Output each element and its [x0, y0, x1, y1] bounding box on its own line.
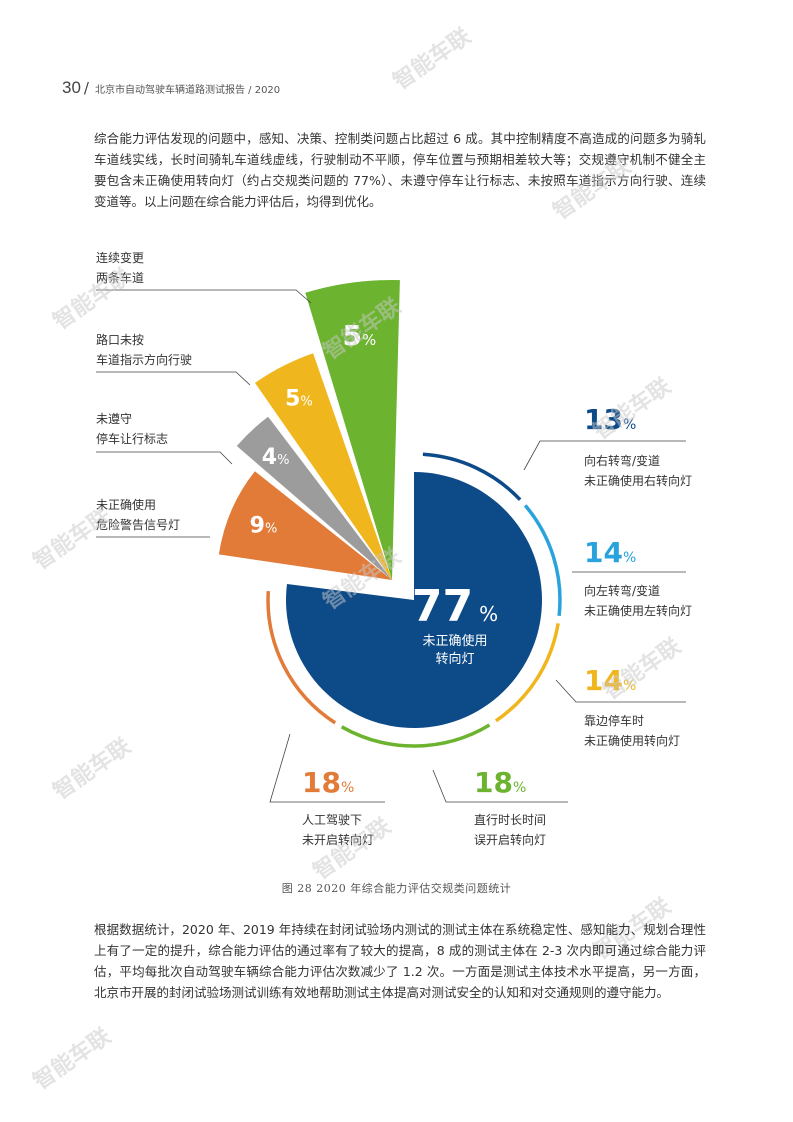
label-left-turn-2: 未正确使用左转向灯 [584, 603, 692, 618]
main-slice-label-2: 转向灯 [435, 651, 474, 667]
slice-number-hazard-light: 9 [250, 513, 265, 538]
label-straight-driving-1: 直行时长时间 [474, 813, 546, 827]
label-stop-yield-2: 停车让行标志 [96, 431, 168, 446]
breakdown-value-pull-over: 14% [584, 664, 636, 697]
ring-arc-pull-over [494, 623, 560, 723]
ring-arc-straight-driving [340, 723, 491, 748]
leader-line-lane-direction [96, 371, 251, 386]
slice-unit-lane-direction: % [300, 394, 312, 409]
main-slice-unit: % [479, 602, 498, 626]
breakdown-value-straight-driving: 18% [474, 766, 526, 799]
breakdown-number-manual-driving: 18 [302, 766, 341, 799]
summary-paragraph: 根据数据统计，2020 年、2019 年持续在封闭试验场内测试的测试主体在系统稳… [94, 922, 706, 1000]
header-separator: / [83, 79, 89, 97]
slice-unit-consecutive-lane-change: % [362, 331, 376, 349]
page-number: 30 [62, 78, 81, 97]
breakdown-number-straight-driving: 18 [474, 766, 513, 799]
pie-slice-lane-direction [255, 353, 392, 580]
breakdown-number-left-turn: 14 [584, 536, 623, 569]
leader-line-pull-over [555, 679, 686, 703]
breakdown-value-left-turn: 14% [584, 536, 636, 569]
pie-slice-stop-yield [236, 416, 392, 580]
watermark-text-9: 智能车联 [49, 733, 136, 805]
main-slice-label-1: 未正确使用 [422, 633, 487, 649]
slice-number-consecutive-lane-change: 5 [343, 319, 362, 352]
pie-slice-consecutive-lane-change [305, 279, 400, 580]
breakdown-unit-left-turn: % [623, 550, 636, 566]
label-left-turn-1: 向左转弯/变道 [584, 583, 660, 598]
ring-arc-right-turn [422, 452, 522, 501]
watermark-text-3: 智能车联 [49, 263, 136, 335]
slice-unit-hazard-light: % [265, 521, 277, 536]
label-hazard-light-1: 未正确使用 [96, 497, 156, 512]
breakdown-value-right-turn: 13% [584, 403, 636, 436]
ring-arc-left-turn [523, 504, 562, 616]
watermark-text-1: 智能车联 [389, 23, 476, 95]
watermark-text-12: 智能车联 [29, 1023, 116, 1095]
leader-line-consecutive-lane-change [96, 289, 312, 304]
label-lane-direction-1: 路口未按 [96, 332, 144, 347]
label-manual-driving-2: 未开启转向灯 [302, 832, 374, 847]
breakdown-value-manual-driving: 18% [302, 766, 354, 799]
pie-slice-hazard-light [218, 471, 392, 580]
main-slice-value: 77% [412, 581, 498, 632]
pie-slice-main [285, 472, 542, 728]
slice-number-stop-yield: 4 [262, 445, 277, 470]
leader-line-straight-driving [432, 769, 568, 803]
main-slice-number: 77 [412, 581, 473, 632]
breakdown-number-right-turn: 13 [584, 403, 623, 436]
leader-line-stop-yield [96, 451, 233, 465]
label-pull-over-2: 未正确使用转向灯 [584, 733, 680, 748]
label-straight-driving-2: 误开启转向灯 [474, 832, 546, 847]
label-hazard-light-2: 危险警告信号灯 [96, 517, 180, 532]
leader-line-manual-driving [269, 733, 385, 803]
slice-number-lane-direction: 5 [285, 386, 300, 411]
label-right-turn-1: 向右转弯/变道 [584, 453, 660, 468]
watermark-text-2: 智能车联 [549, 153, 636, 225]
breakdown-unit-pull-over: % [623, 678, 636, 694]
figure-caption: 图 28 2020 年综合能力评估交规类问题统计 [281, 882, 512, 895]
slice-value-lane-direction: 5% [285, 386, 313, 411]
label-manual-driving-1: 人工驾驶下 [302, 812, 362, 827]
leader-line-right-turn [523, 440, 686, 471]
slice-value-hazard-light: 9% [250, 513, 278, 538]
slice-unit-stop-yield: % [277, 453, 289, 468]
report-title: 北京市自动驾驶车辆道路测试报告 / 2020 [94, 85, 281, 96]
breakdown-unit-manual-driving: % [341, 780, 354, 796]
slice-value-consecutive-lane-change: 5% [343, 319, 377, 352]
label-lane-direction-2: 车道指示方向行驶 [96, 352, 192, 367]
slice-value-stop-yield: 4% [262, 445, 290, 470]
watermark-text-6: 智能车联 [29, 503, 116, 575]
label-stop-yield-1: 未遵守 [96, 411, 132, 426]
label-pull-over-1: 靠边停车时 [584, 713, 644, 728]
ring-arc-manual-driving [266, 590, 337, 725]
label-right-turn-2: 未正确使用右转向灯 [584, 473, 692, 488]
breakdown-number-pull-over: 14 [584, 664, 623, 697]
page-header: 30 / 北京市自动驾驶车辆道路测试报告 / 2020 [62, 78, 280, 98]
label-consecutive-lane-change-2: 两条车道 [96, 270, 144, 285]
intro-paragraph: 综合能力评估发现的问题中，感知、决策、控制类问题占比超过 6 成。其中控制精度不… [94, 131, 706, 209]
breakdown-unit-right-turn: % [623, 417, 636, 433]
label-consecutive-lane-change-1: 连续变更 [96, 250, 144, 265]
breakdown-unit-straight-driving: % [513, 780, 526, 796]
